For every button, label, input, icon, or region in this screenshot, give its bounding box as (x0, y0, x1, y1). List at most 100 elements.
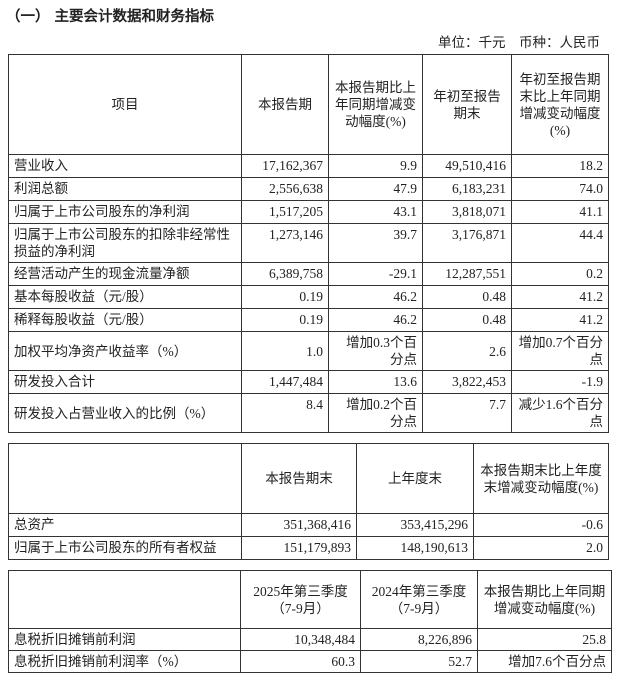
cell-value: 7.7 (422, 393, 512, 433)
cell-value: 增加7.6个百分点 (477, 650, 612, 673)
column-header: 2024年第三季度（7-9月） (360, 570, 478, 629)
cell-value: 41.2 (511, 308, 609, 332)
column-header: 年初至报告期末 (422, 54, 512, 155)
cell-value: 减少1.6个百分点 (511, 393, 609, 433)
row-label: 息税折旧摊销前利润率（%） (8, 650, 241, 673)
cell-value: 0.48 (422, 285, 512, 309)
cell-value: 6,183,231 (422, 177, 512, 201)
cell-value: 2,556,638 (241, 177, 329, 201)
column-header: 上年度末 (356, 443, 474, 514)
cell-value: 13.6 (328, 370, 423, 394)
table-row: 总资产 351,368,416 353,415,296 -0.6 (8, 513, 609, 537)
cell-value: 10,348,484 (240, 628, 361, 651)
cell-value: 3,176,871 (422, 223, 512, 263)
table-row: 息税折旧摊销前利润 10,348,484 8,226,896 25.8 (8, 628, 612, 651)
row-label: 总资产 (8, 513, 242, 537)
cell-value: 41.2 (511, 285, 609, 309)
column-header (8, 570, 241, 629)
table-row: 研发投入合计 1,447,484 13.6 3,822,453 -1.9 (8, 370, 609, 394)
table-row: 归属于上市公司股东的扣除非经常性损益的净利润 1,273,146 39.7 3,176… (8, 223, 609, 263)
row-label: 利润总额 (8, 177, 242, 201)
cell-value: 1.0 (241, 331, 329, 371)
cell-value: 9.9 (328, 154, 423, 178)
cell-value: 52.7 (360, 650, 478, 673)
cell-value: 3,822,453 (422, 370, 512, 394)
row-label: 经营活动产生的现金流量净额 (8, 262, 242, 286)
cell-value: 351,368,416 (241, 513, 357, 537)
row-label: 研发投入占营业收入的比例（%） (8, 393, 242, 433)
table-row: 基本每股收益（元/股） 0.19 46.2 0.48 41.2 (8, 285, 609, 309)
cell-value: 41.1 (511, 200, 609, 224)
key-financial-data-table: 项目 本报告期 本报告期比上年同期增减变动幅度(%) 年初至报告期末 年初至报告期末比上… (8, 54, 609, 433)
cell-value: 8.4 (241, 393, 329, 433)
row-label: 息税折旧摊销前利润 (8, 628, 241, 651)
cell-value: 46.2 (328, 308, 423, 332)
cell-value: 47.9 (328, 177, 423, 201)
row-label: 稀释每股收益（元/股） (8, 308, 242, 332)
column-header: 2025年第三季度（7-9月） (240, 570, 361, 629)
cell-value: 148,190,613 (356, 536, 474, 560)
cell-value: 44.4 (511, 223, 609, 263)
cell-value: 18.2 (511, 154, 609, 178)
table-row: 加权平均净资产收益率（%） 1.0 增加0.3个百分点 2.6 增加0.7个百分点 (8, 331, 609, 371)
cell-value: 0.48 (422, 308, 512, 332)
cell-value: -29.1 (328, 262, 423, 286)
cell-value: -0.6 (473, 513, 609, 537)
cell-value: 6,389,758 (241, 262, 329, 286)
header-row: 项目 本报告期 本报告期比上年同期增减变动幅度(%) 年初至报告期末 年初至报告期末比上… (8, 54, 609, 155)
cell-value: 1,273,146 (241, 223, 329, 263)
row-label: 基本每股收益（元/股） (8, 285, 242, 309)
column-header: 本报告期末比上年度末增减变动幅度(%) (473, 443, 609, 514)
balance-sheet-summary-table: 本报告期末 上年度末 本报告期末比上年度末增减变动幅度(%) 总资产 351,368,4… (8, 443, 609, 560)
ebitda-table: 2025年第三季度（7-9月） 2024年第三季度（7-9月） 本报告期比上年同期增… (8, 570, 612, 673)
tables-container: 项目 本报告期 本报告期比上年同期增减变动幅度(%) 年初至报告期末 年初至报告期末比上… (8, 54, 612, 673)
table-row: 营业收入 17,162,367 9.9 49,510,416 18.2 (8, 154, 609, 178)
cell-value: 353,415,296 (356, 513, 474, 537)
cell-value: 增加0.7个百分点 (511, 331, 609, 371)
column-header (8, 443, 242, 514)
cell-value: -1.9 (511, 370, 609, 394)
row-label: 归属于上市公司股东的净利润 (8, 200, 242, 224)
table-row: 归属于上市公司股东的净利润 1,517,205 43.1 3,818,071 41.1 (8, 200, 609, 224)
cell-value: 60.3 (240, 650, 361, 673)
cell-value: 2.6 (422, 331, 512, 371)
cell-value: 0.2 (511, 262, 609, 286)
column-header: 项目 (8, 54, 242, 155)
cell-value: 增加0.3个百分点 (328, 331, 423, 371)
table-row: 研发投入占营业收入的比例（%） 8.4 增加0.2个百分点 7.7 减少1.6个百分点 (8, 393, 609, 433)
column-header: 本报告期末 (241, 443, 357, 514)
row-label: 营业收入 (8, 154, 242, 178)
cell-value: 3,818,071 (422, 200, 512, 224)
cell-value: 增加0.2个百分点 (328, 393, 423, 433)
column-header: 年初至报告期末比上年同期增减变动幅度(%) (511, 54, 609, 155)
table-row: 归属于上市公司股东的所有者权益 151,179,893 148,190,613 2.0 (8, 536, 609, 560)
cell-value: 46.2 (328, 285, 423, 309)
cell-value: 8,226,896 (360, 628, 478, 651)
cell-value: 2.0 (473, 536, 609, 560)
cell-value: 43.1 (328, 200, 423, 224)
cell-value: 25.8 (477, 628, 612, 651)
table-row: 息税折旧摊销前利润率（%） 60.3 52.7 增加7.6个百分点 (8, 650, 612, 673)
table-row: 利润总额 2,556,638 47.9 6,183,231 74.0 (8, 177, 609, 201)
row-label: 归属于上市公司股东的所有者权益 (8, 536, 242, 560)
header-row: 2025年第三季度（7-9月） 2024年第三季度（7-9月） 本报告期比上年同期增… (8, 570, 612, 629)
table-row: 经营活动产生的现金流量净额 6,389,758 -29.1 12,287,551 0.2 (8, 262, 609, 286)
cell-value: 12,287,551 (422, 262, 512, 286)
cell-value: 39.7 (328, 223, 423, 263)
section-title: （一） 主要会计数据和财务指标 (6, 9, 215, 25)
header-row: 本报告期末 上年度末 本报告期末比上年度末增减变动幅度(%) (8, 443, 609, 514)
cell-value: 0.19 (241, 285, 329, 309)
cell-value: 74.0 (511, 177, 609, 201)
cell-value: 0.19 (241, 308, 329, 332)
cell-value: 151,179,893 (241, 536, 357, 560)
column-header: 本报告期 (241, 54, 329, 155)
unit-currency-note: 单位：千元 币种：人民币 (438, 35, 600, 50)
cell-value: 49,510,416 (422, 154, 512, 178)
cell-value: 1,447,484 (241, 370, 329, 394)
cell-value: 1,517,205 (241, 200, 329, 224)
row-label: 研发投入合计 (8, 370, 242, 394)
column-header: 本报告期比上年同期增减变动幅度(%) (328, 54, 423, 155)
cell-value: 17,162,367 (241, 154, 329, 178)
row-label: 加权平均净资产收益率（%） (8, 331, 242, 371)
column-header: 本报告期比上年同期增减变动幅度(%) (477, 570, 612, 629)
